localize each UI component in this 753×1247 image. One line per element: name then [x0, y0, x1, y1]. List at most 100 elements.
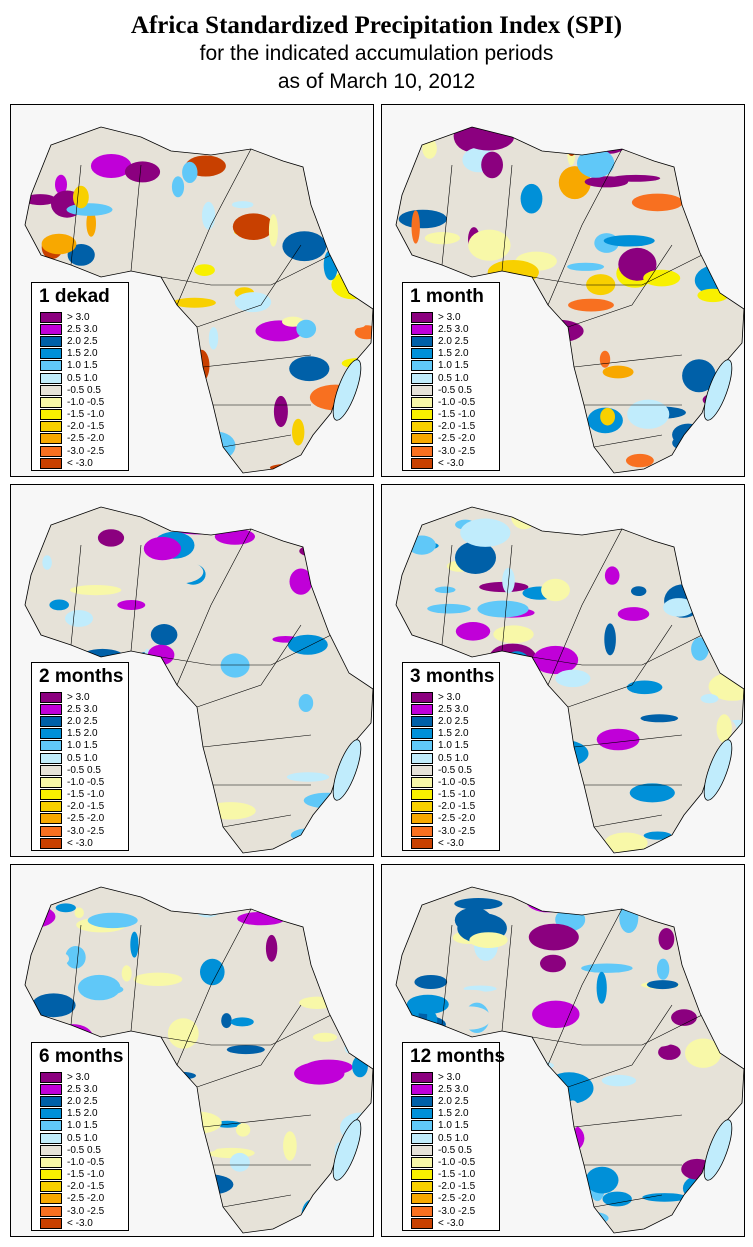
spi-anomaly-patch: [424, 232, 460, 245]
spi-anomaly-patch: [232, 213, 274, 240]
spi-anomaly-patch: [362, 1179, 372, 1201]
spi-anomaly-patch: [130, 931, 139, 958]
spi-anomaly-patch: [289, 356, 330, 382]
legend: 6 months > 3.0 2.5 3.0 2.0 2.5 1.5 2.0 1.0 1…: [31, 1042, 129, 1231]
spi-anomaly-patch: [327, 178, 367, 186]
legend-swatch: [411, 360, 433, 372]
spi-anomaly-patch: [658, 928, 675, 950]
legend-label: 1.5 2.0: [438, 348, 469, 360]
spi-anomaly-patch: [694, 335, 738, 353]
legend-label: 1.0 1.5: [438, 1120, 469, 1132]
legend-label: -0.5 0.5: [67, 764, 101, 776]
spi-anomaly-patch: [514, 382, 536, 403]
legend-swatch: [40, 323, 62, 335]
spi-anomaly-patch: [151, 761, 168, 783]
legend-label: 2.5 3.0: [67, 1083, 98, 1095]
legend-swatch: [411, 409, 433, 421]
legend-label: 1.0 1.5: [438, 360, 469, 372]
legend-item: > 3.0: [40, 691, 128, 703]
legend-item: -3.0 -2.5: [411, 445, 499, 457]
spi-anomaly-patch: [646, 144, 672, 162]
legend-swatch: [40, 1108, 62, 1120]
spi-anomaly-patch: [682, 359, 716, 393]
legend-label: 1.5 2.0: [67, 1108, 98, 1120]
legend-label: -3.0 -2.5: [438, 445, 476, 457]
spi-anomaly-patch: [345, 520, 365, 528]
legend-label: -1.5 -1.0: [438, 409, 476, 421]
spi-anomaly-patch: [427, 603, 471, 614]
legend-item: 2.5 3.0: [411, 703, 499, 715]
spi-anomaly-patch: [55, 903, 76, 913]
spi-anomaly-patch: [343, 618, 364, 628]
spi-anomaly-patch: [496, 330, 522, 349]
spi-anomaly-patch: [312, 1032, 338, 1042]
legend-label: 0.5 1.0: [67, 1132, 98, 1144]
spi-anomaly-patch: [679, 177, 723, 187]
legend-label: 0.5 1.0: [67, 752, 98, 764]
spi-anomaly-patch: [528, 923, 579, 951]
spi-anomaly-patch: [220, 653, 250, 678]
spi-anomaly-patch: [546, 1136, 566, 1163]
legend-item: < -3.0: [411, 457, 499, 469]
legend-label: < -3.0: [67, 457, 93, 469]
spi-anomaly-patch: [711, 549, 744, 558]
spi-anomaly-patch: [520, 183, 543, 214]
legend-swatch: [40, 801, 62, 813]
legend-swatch: [411, 1144, 433, 1156]
spi-anomaly-patch: [180, 761, 198, 774]
madagascar: [332, 359, 362, 421]
legend-item: 2.0 2.5: [411, 715, 499, 727]
legend-swatch: [411, 1217, 433, 1229]
legend-label: > 3.0: [438, 311, 461, 323]
legend-label: -2.0 -1.5: [67, 1181, 105, 1193]
legend-label: -2.0 -1.5: [438, 801, 476, 813]
spi-anomaly-patch: [171, 176, 185, 198]
legend-label: -1.0 -0.5: [438, 396, 476, 408]
legend-item: -2.5 -2.0: [40, 1193, 128, 1205]
spi-anomaly-patch: [77, 974, 121, 1001]
legend-item: -2.5 -2.0: [411, 813, 499, 825]
legend-swatch: [40, 396, 62, 408]
legend-item: 2.5 3.0: [40, 703, 128, 715]
legend-item: -2.5 -2.0: [411, 433, 499, 445]
legend-swatch: [411, 801, 433, 813]
legend-label: -2.0 -1.5: [438, 1181, 476, 1193]
spi-anomaly-patch: [282, 231, 327, 262]
spi-anomaly-patch: [308, 134, 347, 163]
madagascar: [332, 1119, 362, 1181]
spi-anomaly-patch: [221, 1013, 232, 1029]
legend-swatch: [411, 1205, 433, 1217]
spi-anomaly-patch: [55, 174, 67, 195]
legend-item: < -3.0: [40, 457, 128, 469]
legend-item: -0.5 0.5: [411, 764, 499, 776]
country-borders: [441, 528, 703, 828]
spi-anomaly-patch: [167, 822, 183, 849]
legend-label: -0.5 0.5: [438, 1144, 472, 1156]
spi-anomaly-patch: [477, 600, 529, 618]
legend-item: -1.5 -1.0: [40, 409, 128, 421]
legend-swatch: [411, 776, 433, 788]
legend-label: 1.5 2.0: [67, 728, 98, 740]
legend-item: < -3.0: [40, 837, 128, 849]
spi-anomaly-patch: [553, 443, 574, 473]
spi-anomaly-patch: [604, 623, 616, 656]
africa-landmass: [396, 887, 744, 1233]
legend-item: 2.0 2.5: [40, 715, 128, 727]
spi-anomaly-patch: [268, 214, 278, 247]
legend-swatch: [411, 752, 433, 764]
spi-anomaly-patch: [599, 350, 611, 368]
spi-anomaly-patch: [296, 319, 317, 339]
legend: 3 months > 3.0 2.5 3.0 2.0 2.5 1.5 2.0 1.0 1…: [402, 662, 500, 851]
legend-item: 1.0 1.5: [40, 740, 128, 752]
legend-label: 2.0 2.5: [67, 1095, 98, 1107]
spi-anomaly-patch: [150, 624, 178, 646]
spi-anomaly-patch: [90, 518, 142, 532]
legend-swatch: [411, 1132, 433, 1144]
legend-swatch: [411, 396, 433, 408]
legend-swatch: [411, 1108, 433, 1120]
legend-swatch: [411, 715, 433, 727]
spi-anomaly-patch: [651, 345, 672, 378]
coastline: [395, 126, 744, 474]
spi-anomaly-patch: [414, 975, 448, 989]
spi-anomaly-patch: [507, 664, 522, 681]
